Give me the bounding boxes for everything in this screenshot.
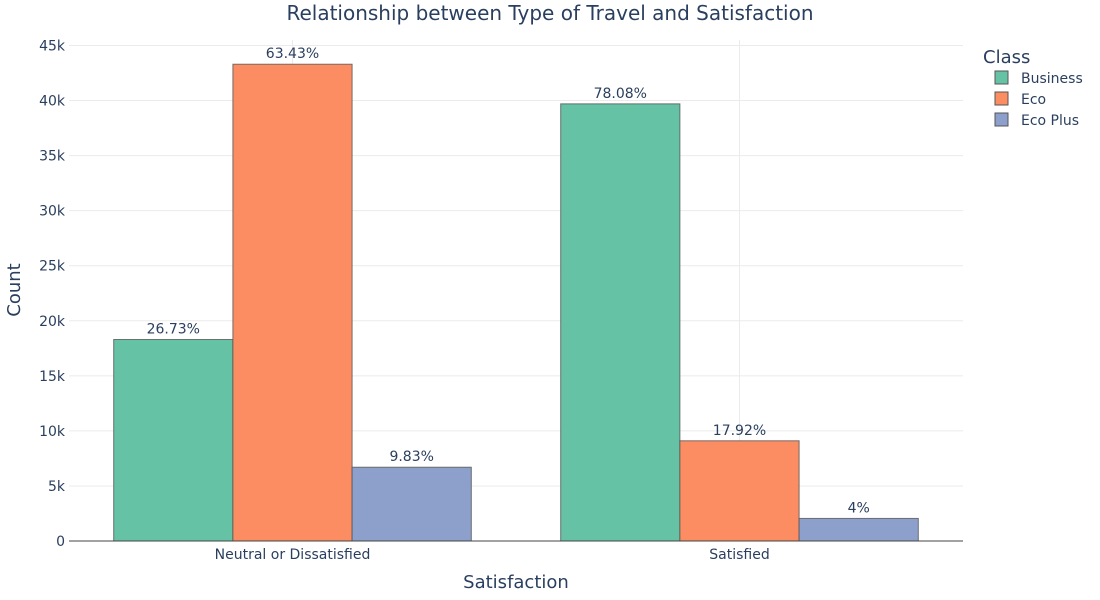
bar-eco xyxy=(232,63,353,542)
legend: Class Business Eco Eco Plus xyxy=(983,47,1083,129)
y-tick-label: 10k xyxy=(39,424,66,440)
legend-swatch xyxy=(994,91,1009,106)
y-axis-title: Count xyxy=(4,263,25,316)
bar-labels: 26.73% 78.08% 63.43% 17.92% 9.83% 4% xyxy=(147,46,870,516)
legend-title: Class xyxy=(983,47,1030,68)
bar-value-label: 26.73% xyxy=(147,321,200,337)
y-axis-ticks: 0 5k 10k 15k 20k 25k 30k 35k 40k 45k xyxy=(39,39,66,550)
x-axis-title: Satisfaction xyxy=(463,572,569,593)
legend-item-label: Eco Plus xyxy=(1021,113,1079,129)
y-tick-label: 0 xyxy=(56,534,65,550)
y-tick-label: 45k xyxy=(39,39,66,55)
y-tick-label: 35k xyxy=(39,149,66,165)
bar-value-label: 4% xyxy=(848,500,870,516)
legend-item-label: Eco xyxy=(1021,92,1046,108)
bar-business xyxy=(113,338,234,542)
x-axis-ticks: Neutral or Dissatisfied Satisfied xyxy=(215,547,770,563)
y-tick-label: 30k xyxy=(39,204,66,220)
legend-item-label: Business xyxy=(1021,71,1083,87)
y-tick-label: 25k xyxy=(39,259,66,275)
bars xyxy=(113,63,919,542)
legend-swatch xyxy=(994,70,1009,85)
x-tick-label: Satisfied xyxy=(709,547,769,563)
y-tick-label: 5k xyxy=(48,479,66,495)
chart-title: Relationship between Type of Travel and … xyxy=(286,1,813,25)
bar-eco-plus xyxy=(798,517,919,542)
bar-business xyxy=(560,103,681,542)
x-tick-label: Neutral or Dissatisfied xyxy=(215,547,371,563)
bar-value-label: 78.08% xyxy=(594,86,647,102)
y-tick-label: 15k xyxy=(39,369,66,385)
bar-eco-plus xyxy=(351,466,472,542)
bar-value-label: 17.92% xyxy=(713,423,766,439)
y-tick-label: 20k xyxy=(39,314,66,330)
bar-eco xyxy=(679,440,800,542)
bar-value-label: 9.83% xyxy=(389,449,433,465)
legend-swatch xyxy=(994,112,1009,127)
bar-value-label: 63.43% xyxy=(266,46,319,62)
y-tick-label: 40k xyxy=(39,94,66,110)
